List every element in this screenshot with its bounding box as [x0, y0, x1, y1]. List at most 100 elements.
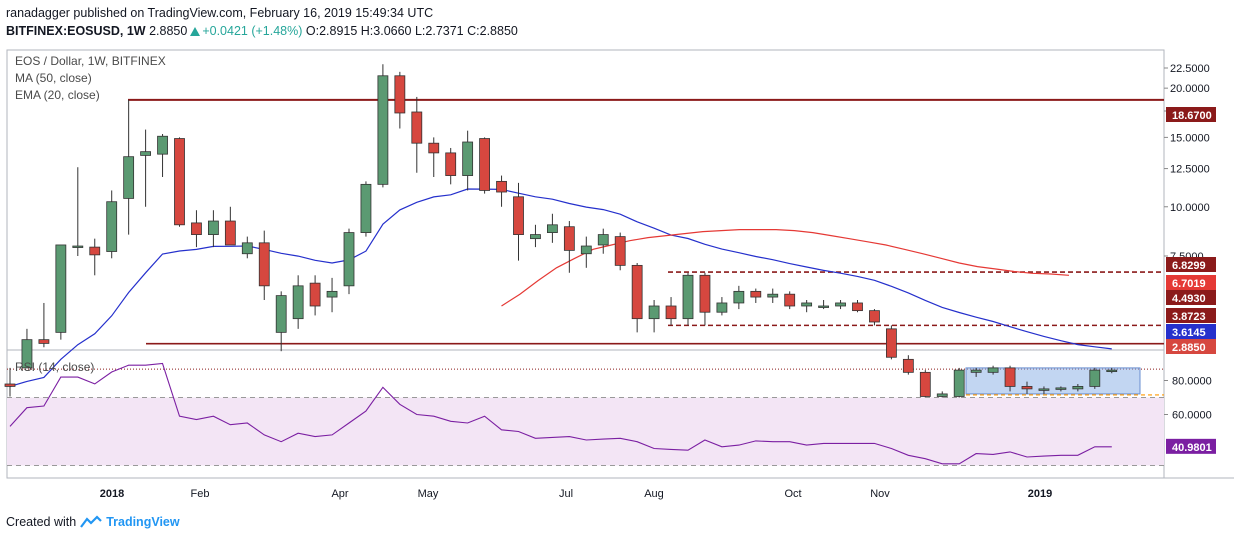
candle-body: [631, 264, 643, 320]
candle-body: [733, 290, 745, 304]
candle: [682, 272, 694, 326]
candle: [1004, 365, 1016, 392]
candle: [953, 367, 965, 400]
candle: [530, 224, 541, 248]
candle-body: [547, 224, 558, 233]
candle-body: [665, 305, 677, 320]
footer-brand[interactable]: TradingView: [106, 515, 180, 529]
candle-body: [292, 285, 304, 320]
price-label: 3.8723: [1172, 311, 1206, 323]
candle: [547, 213, 558, 243]
candle-body: [106, 201, 118, 252]
candle: [513, 182, 524, 261]
rsi-band: [7, 397, 1164, 466]
price-label-bg: [1166, 107, 1216, 122]
candle-body: [936, 393, 948, 397]
candle: [445, 147, 457, 185]
price-tick-label: 22.5000: [1170, 63, 1210, 75]
candle: [699, 272, 711, 326]
candle: [970, 367, 982, 377]
candle-body: [445, 152, 457, 176]
candle-body: [835, 302, 846, 307]
candle: [38, 302, 50, 348]
candle: [55, 244, 67, 340]
candle: [241, 236, 253, 259]
candle: [801, 299, 813, 313]
candle-body: [614, 236, 626, 266]
time-tick-label: Jul: [559, 488, 573, 500]
candle: [1021, 381, 1033, 394]
candle: [106, 190, 118, 259]
price-tick-label: 12.5000: [1170, 164, 1210, 176]
candle: [919, 370, 931, 402]
price-label: 3.6145: [1172, 327, 1206, 339]
candle-body: [4, 383, 16, 387]
time-tick-label: Apr: [331, 488, 348, 500]
candle: [428, 137, 440, 178]
price-label: 6.8299: [1172, 260, 1206, 272]
candle-body: [1089, 369, 1101, 387]
candle-body: [648, 305, 660, 320]
candle-body: [326, 290, 338, 298]
candle-body: [360, 183, 372, 233]
time-tick-label: 2019: [1028, 488, 1052, 500]
candle-body: [1038, 388, 1050, 391]
rsi-last-label: 40.9801: [1172, 442, 1212, 454]
candle-body: [513, 196, 524, 235]
ma-50-line: [501, 229, 1070, 307]
candle: [496, 175, 507, 207]
candle: [1106, 367, 1118, 374]
candle-body: [530, 234, 541, 240]
price-label-bg: [1166, 308, 1216, 323]
candle: [21, 328, 33, 369]
price-label-bg: [1166, 275, 1216, 290]
price-label: 2.8850: [1172, 342, 1206, 354]
price-label: 18.6700: [1172, 110, 1212, 122]
candle-body: [682, 274, 694, 320]
candle-body: [1072, 386, 1084, 390]
candle: [818, 299, 829, 310]
candle-body: [140, 151, 152, 156]
candle: [174, 137, 185, 227]
candle-body: [496, 180, 507, 193]
up-arrow-icon: [190, 27, 201, 36]
candle: [784, 291, 796, 310]
candle: [140, 129, 152, 207]
candle-body: [157, 135, 168, 155]
candle: [343, 228, 355, 295]
candle-body: [224, 220, 236, 246]
candle: [258, 230, 270, 300]
candle-body: [275, 295, 287, 333]
candle-body: [886, 328, 897, 358]
candle: [207, 210, 219, 248]
candle-body: [818, 305, 829, 308]
rsi-line: [9, 362, 1112, 465]
candle-body: [1106, 369, 1118, 373]
legend-ma: MA (50, close): [15, 71, 92, 85]
candle-body: [123, 156, 135, 199]
price-label-bg: [1166, 324, 1216, 339]
axes: 22.500020.000017.500015.000012.500010.00…: [100, 63, 1216, 500]
candle: [580, 236, 592, 268]
tradingview-logo-icon: [80, 515, 102, 528]
candle: [886, 325, 897, 360]
candle: [665, 297, 677, 326]
candle-body: [1021, 386, 1033, 390]
candle-body: [1055, 387, 1067, 390]
candle: [716, 297, 728, 316]
candle: [987, 365, 999, 375]
price-label: 4.4930: [1172, 293, 1206, 305]
time-tick-label: May: [418, 488, 439, 500]
legend-rsi: RSI (14, close): [15, 360, 94, 374]
candle: [835, 299, 846, 310]
candle-body: [750, 290, 762, 298]
candle-body: [852, 302, 863, 312]
candle-body: [241, 242, 253, 255]
footer: Created with TradingView: [6, 515, 180, 529]
candle: [648, 299, 660, 333]
candle: [89, 238, 101, 276]
time-tick-label: Oct: [784, 488, 801, 500]
chart-frame: [6, 49, 1234, 479]
candle-body: [869, 310, 880, 323]
